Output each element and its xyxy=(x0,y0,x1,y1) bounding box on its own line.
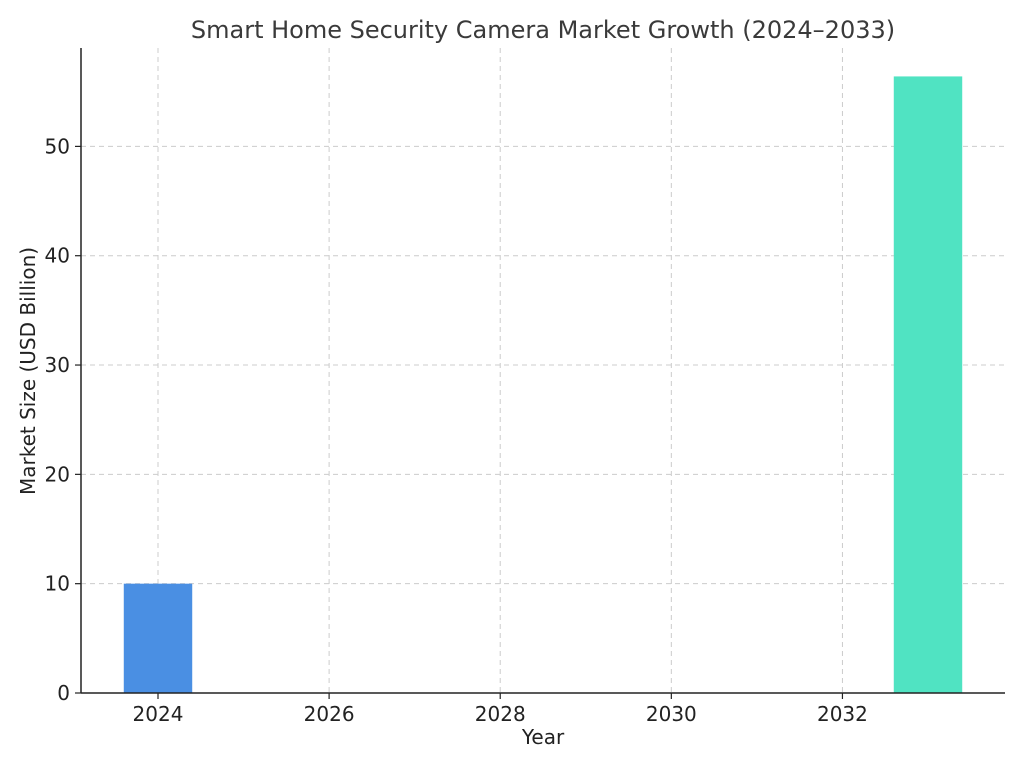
y-tick-label: 0 xyxy=(57,681,70,705)
chart-title: Smart Home Security Camera Market Growth… xyxy=(191,16,895,44)
y-tick-label: 30 xyxy=(45,353,70,377)
bar-2033 xyxy=(893,76,963,694)
x-tick-label: 2026 xyxy=(304,702,355,726)
y-axis-title: Market Size (USD Billion) xyxy=(16,247,40,495)
y-tick-label: 10 xyxy=(45,572,70,596)
axes-layer xyxy=(80,48,1005,694)
x-tick-label: 2032 xyxy=(817,702,868,726)
x-tick-label: 2030 xyxy=(646,702,697,726)
grid-layer xyxy=(81,48,1005,693)
y-tick-label: 50 xyxy=(45,134,70,158)
y-tick-label: 20 xyxy=(45,462,70,486)
y-tick-label: 40 xyxy=(45,244,70,268)
x-axis-title: Year xyxy=(521,725,565,749)
x-tick-label: 2024 xyxy=(133,702,184,726)
bar-2024 xyxy=(123,583,193,693)
x-tick-label: 2028 xyxy=(475,702,526,726)
bars-layer xyxy=(123,76,963,694)
